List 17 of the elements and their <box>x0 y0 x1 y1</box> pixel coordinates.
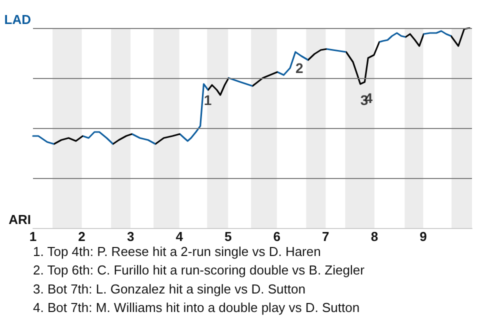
x-tick-label: 4 <box>176 229 184 244</box>
annotation: 2 <box>296 60 304 76</box>
x-tick-label: 6 <box>273 229 281 244</box>
text: ARI <box>8 212 31 227</box>
x-tick-label: 7 <box>322 229 330 244</box>
text: 3. Bot 7th: L. Gonzalez hit a single vs D. Sutton <box>33 281 306 296</box>
x-tick-label: 3 <box>126 229 134 244</box>
text: 2. Top 6th: C. Furillo hit a run-scoring double vs B. Ziegler <box>33 262 366 278</box>
x-tick-label: 9 <box>420 229 427 244</box>
x-tick-label: 8 <box>370 229 378 244</box>
x-tick-label: 5 <box>224 229 232 244</box>
text: 1. Top 4th: P. Reese hit a 2-run single vs D. Haren <box>33 244 321 259</box>
text: 4. Bot 7th: M. Williams hit into a double play vs D. Sutton <box>33 300 360 316</box>
x-tick-label: 1 <box>29 229 37 244</box>
x-tick-label: 2 <box>78 229 86 244</box>
annotation: 1 <box>204 92 212 108</box>
text: LAD <box>4 12 31 27</box>
